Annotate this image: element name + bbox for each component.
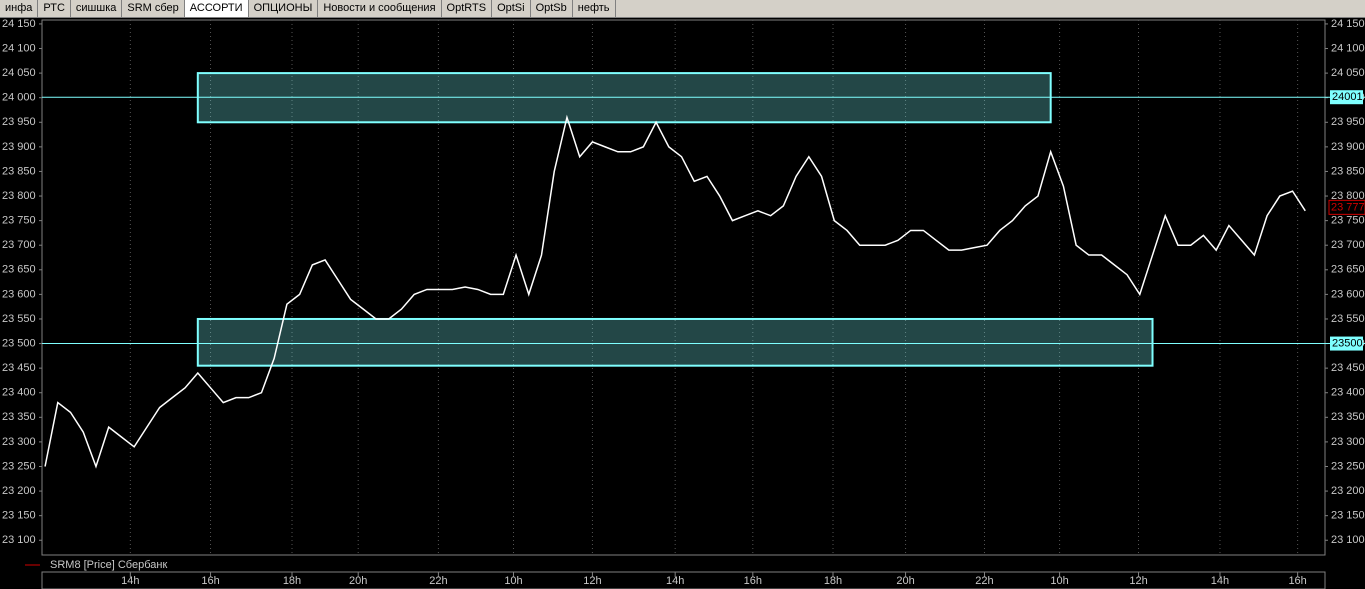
- x-tick-label: 12h: [1129, 575, 1147, 587]
- y-tick-label: 24 050: [1331, 67, 1365, 79]
- y-tick-label: 24 100: [2, 42, 36, 54]
- level-label: 24001: [1332, 91, 1363, 103]
- x-tick-label: 22h: [975, 575, 993, 587]
- x-tick-label: 20h: [896, 575, 914, 587]
- chart: 14h 16h 18h 20h 22h 10h 12h 14h 16h 18h 20h 22h 10h 1…: [2, 18, 1365, 589]
- y-tick-label: 23 300: [1331, 436, 1365, 448]
- x-tick-label: 10h: [504, 575, 522, 587]
- y-tick-label: 23 650: [1331, 264, 1365, 276]
- y-tick-label: 23 750: [2, 215, 36, 227]
- y-tick-label: 24 150: [1331, 18, 1365, 30]
- last-price-label: 23 777: [1331, 201, 1365, 213]
- tab[interactable]: сишшка: [70, 0, 123, 17]
- y-tick-label: 23 200: [2, 485, 36, 497]
- x-tick-label: 18h: [824, 575, 842, 587]
- y-tick-label: 23 350: [2, 411, 36, 423]
- level-tag: [1330, 90, 1363, 105]
- legend-label: SRM8 [Price] Сбербанк: [50, 559, 167, 571]
- x-tick-label: 16h: [201, 575, 219, 587]
- y-tick-label: 23 250: [2, 460, 36, 472]
- y-tick-label: 23 850: [1331, 165, 1365, 177]
- x-tick-label: 12h: [583, 575, 601, 587]
- y-tick-label: 23 950: [1331, 116, 1365, 128]
- y-tick-label: 23 850: [2, 165, 36, 177]
- x-tick-label: 10h: [1050, 575, 1068, 587]
- last-price-tag: [1328, 199, 1365, 215]
- y-tick-label: 24 100: [1331, 42, 1365, 54]
- y-tick-label: 23 500: [2, 337, 36, 349]
- x-tick-label: 18h: [283, 575, 301, 587]
- y-tick-label: 23 900: [2, 141, 36, 153]
- price-line: [44, 114, 1306, 469]
- x-tick-label: 14h: [1211, 575, 1229, 587]
- y-tick-label: 24 000: [2, 92, 36, 104]
- tab[interactable]: нефть: [572, 0, 616, 17]
- y-tick-label: 23 600: [2, 288, 36, 300]
- y-tick-label: 23 550: [2, 313, 36, 325]
- y-tick-label: 23 700: [2, 239, 36, 251]
- y-tick-label: 23 400: [2, 387, 36, 399]
- y-tick-label: 23 400: [1331, 387, 1365, 399]
- y-tick-label: 23 550: [1331, 313, 1365, 325]
- y-tick-label: 23 100: [1331, 534, 1365, 546]
- y-tick-label: 23 150: [2, 510, 36, 522]
- y-tick-label: 23 950: [2, 116, 36, 128]
- x-tick-label: 20h: [349, 575, 367, 587]
- tab[interactable]: SRM сбер: [122, 0, 185, 17]
- tab[interactable]: РТС: [38, 0, 71, 17]
- x-tick-label: 16h: [1288, 575, 1306, 587]
- y-tick-label: 23 150: [1331, 510, 1365, 522]
- tab[interactable]: OptSi: [492, 0, 531, 17]
- y-tick-label: 23 450: [2, 362, 36, 374]
- y-tick-label: 24 050: [2, 67, 36, 79]
- plot-frame: [41, 19, 1326, 556]
- tab[interactable]: OptRTS: [441, 0, 493, 17]
- y-tick-label: 23 700: [1331, 239, 1365, 251]
- y-tick-label: 23 100: [2, 534, 36, 546]
- tab[interactable]: инфа: [0, 0, 39, 17]
- tab[interactable]: АССОРТИ: [184, 0, 249, 17]
- level-tag: [1330, 336, 1363, 351]
- y-tick-label: 23 350: [1331, 411, 1365, 423]
- y-tick-label: 24 150: [2, 18, 36, 30]
- level-label: 23500: [1332, 337, 1363, 349]
- y-tick-label: 23 250: [1331, 460, 1365, 472]
- y-tick-label: 23 900: [1331, 141, 1365, 153]
- x-tick-label: 14h: [666, 575, 684, 587]
- zone: [196, 317, 1154, 367]
- x-tick-label: 14h: [121, 575, 139, 587]
- x-tick-label: 16h: [744, 575, 762, 587]
- tab-bar: инфа РТС сишшка SRM сбер АССОРТИ ОПЦИОНЫ Новос…: [0, 0, 1365, 18]
- y-tick-label: 23 650: [2, 264, 36, 276]
- y-tick-label: 23 200: [1331, 485, 1365, 497]
- tab[interactable]: Новости и сообщения: [318, 0, 442, 17]
- y-tick-label: 23 300: [2, 436, 36, 448]
- y-tick-label: 23 450: [1331, 362, 1365, 374]
- y-tick-label: 23 800: [1331, 190, 1365, 202]
- x-tick-label: 22h: [429, 575, 447, 587]
- time-axis: [41, 571, 1326, 589]
- y-tick-label: 23 800: [2, 190, 36, 202]
- tab[interactable]: ОПЦИОНЫ: [248, 0, 319, 17]
- y-tick-label: 23 600: [1331, 288, 1365, 300]
- tab[interactable]: OptSb: [530, 0, 573, 17]
- y-tick-label: 23 750: [1331, 215, 1365, 227]
